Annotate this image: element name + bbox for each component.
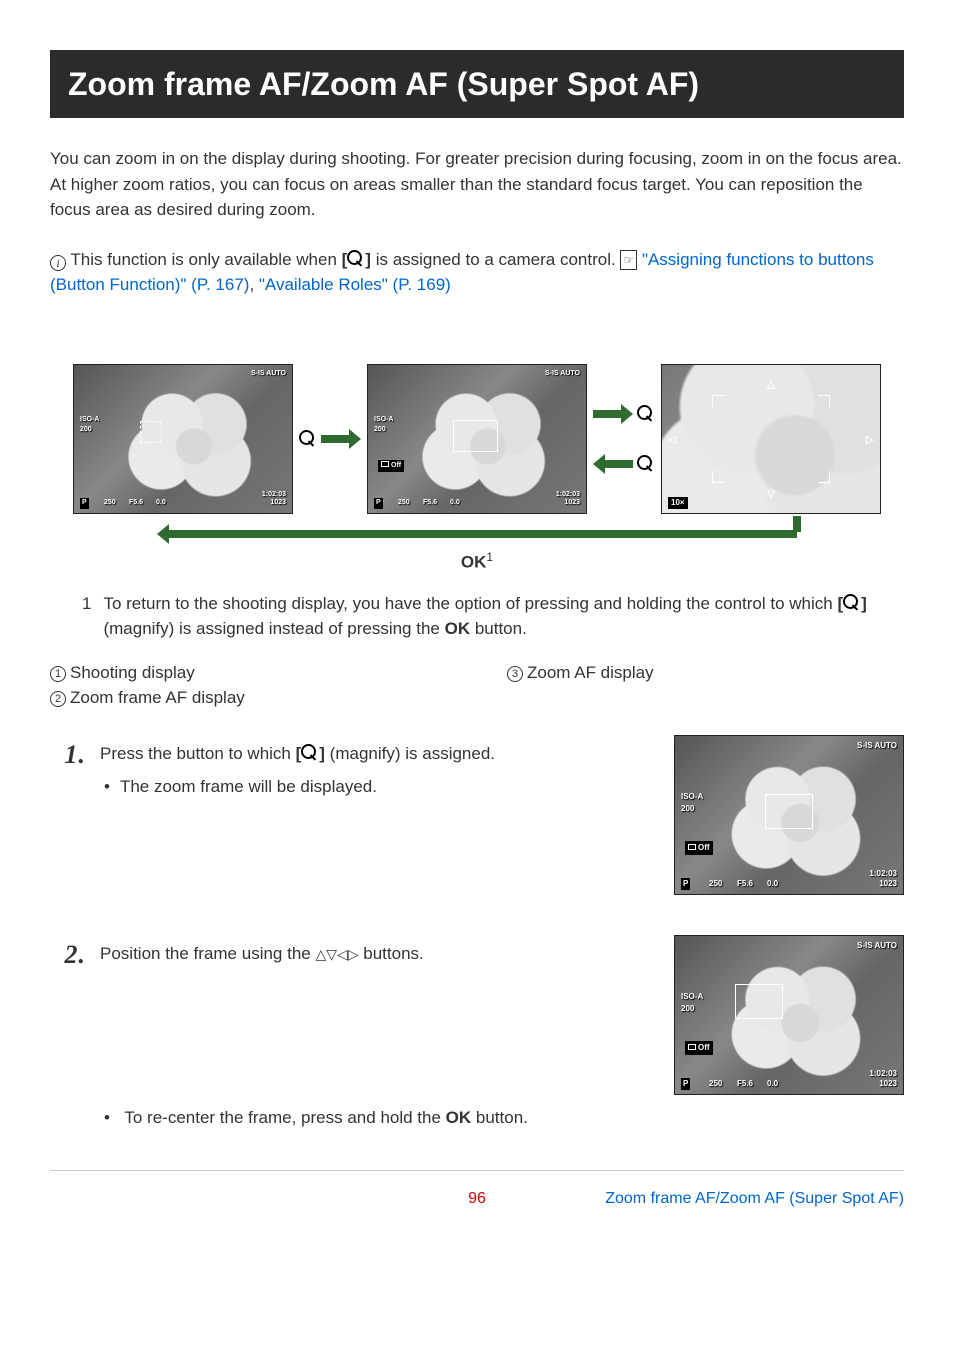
diagram-footnote: 1 To return to the shooting display, you… xyxy=(50,591,904,642)
arrow-left-icon xyxy=(593,454,633,474)
lcd-zoom-frame-display: 2 S-IS AUTO ISO-A 200 Off P 250 F5.6 0.0… xyxy=(367,364,587,514)
link-available-roles[interactable]: "Available Roles" (P. 169) xyxy=(259,275,451,294)
step-2-image: S-IS AUTO ISO-A 200 Off P 250 F5.6 0.0 1… xyxy=(674,935,904,1095)
step-1-bullet: The zoom frame will be displayed. xyxy=(100,774,658,800)
arrow-right-icon xyxy=(593,404,633,424)
page-title: Zoom frame AF/Zoom AF (Super Spot AF) xyxy=(50,50,904,118)
lcd-shooting-display: 1 S-IS AUTO ISO-A 200 P 250 F5.6 0.0 102… xyxy=(73,364,293,514)
return-arrow xyxy=(157,524,797,544)
note-text-2: is assigned to a camera control. xyxy=(371,250,620,269)
lcd-zoom-af-display: 3 ▵ ▿ ◃ ▹ 10× xyxy=(661,364,881,514)
step-1-image: S-IS AUTO ISO-A 200 Off P 250 F5.6 0.0 1… xyxy=(674,735,904,895)
pointer-icon: ☞ xyxy=(620,250,637,270)
magnify-icon xyxy=(637,455,655,473)
step-1: 1. Press the button to which [] (magnify… xyxy=(50,735,904,895)
caution-icon: i xyxy=(50,255,66,271)
step-2: 2. Position the frame using the △▽◁▷ but… xyxy=(50,935,904,1095)
step-2-bullet: To re-center the frame, press and hold t… xyxy=(100,1105,904,1131)
intro-paragraph: You can zoom in on the display during sh… xyxy=(50,146,904,223)
zoom-flow-diagram: 1 S-IS AUTO ISO-A 200 P 250 F5.6 0.0 102… xyxy=(50,364,904,514)
legend-item-2: 2Zoom frame AF display xyxy=(50,685,447,711)
legend-item-3: 3Zoom AF display xyxy=(507,660,904,686)
magnify-glyph: [] xyxy=(342,250,371,269)
availability-note: i This function is only available when [… xyxy=(50,247,904,298)
magnify-icon xyxy=(299,430,317,448)
footer-breadcrumb[interactable]: Zoom frame AF/Zoom AF (Super Spot AF) xyxy=(605,1187,904,1211)
note-text-1: This function is only available when xyxy=(70,250,341,269)
legend-item-1: 1Shooting display xyxy=(50,660,447,686)
magnify-icon xyxy=(637,405,655,423)
page-number: 96 xyxy=(468,1187,486,1211)
page-footer: 96 Zoom frame AF/Zoom AF (Super Spot AF) xyxy=(50,1170,904,1187)
arrow-right-icon xyxy=(321,429,361,449)
legend: 1Shooting display 2Zoom frame AF display… xyxy=(50,660,904,711)
ok-arrow-label: OK1 xyxy=(50,548,904,575)
